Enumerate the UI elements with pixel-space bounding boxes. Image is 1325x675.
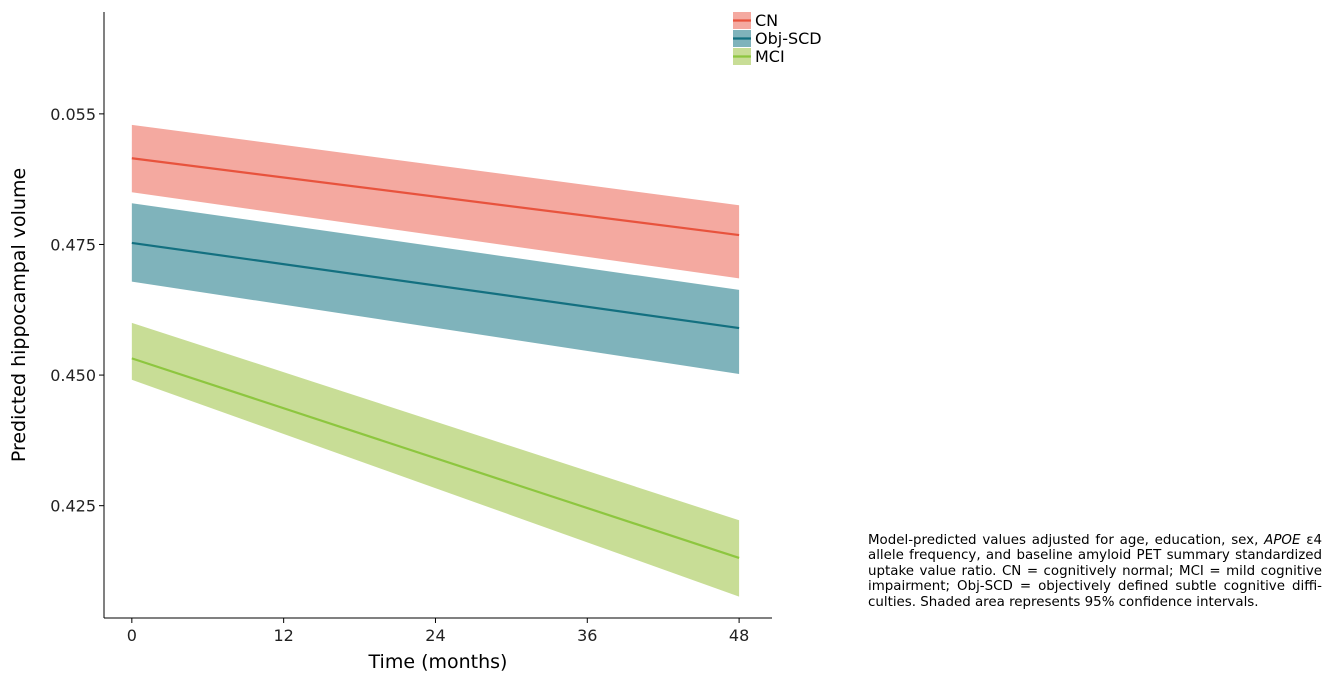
y-axis-ticks: 0.425 0.450 0.475 0.055 (50, 105, 104, 516)
series-line-mci (131, 357, 740, 559)
figure-caption: Model-predicted values adjusted for age,… (868, 533, 1322, 610)
y-tick-label: 0.475 (50, 235, 96, 254)
ci-band-mci (131, 322, 740, 597)
x-tick-label: 12 (273, 626, 293, 645)
series-line-cn (131, 157, 740, 237)
y-axis-title: Predicted hippocampal volume (8, 168, 30, 462)
ci-band-cn (131, 124, 740, 279)
y-tick-label: 0.055 (50, 105, 96, 124)
ci-band-obj-scd (131, 203, 740, 375)
legend-label-obj-scd: Obj-SCD (755, 29, 822, 48)
x-axis-title: Time (months) (368, 651, 508, 673)
caption-text-start: Model-predicted values adjusted for age,… (868, 533, 1265, 548)
legend-label-mci: MCI (755, 47, 785, 66)
x-tick-label: 24 (425, 626, 445, 645)
series-lines (131, 157, 740, 559)
x-tick-label: 36 (577, 626, 597, 645)
caption-gene-name: APOE (1264, 533, 1301, 548)
y-tick-label: 0.425 (50, 497, 96, 516)
caption-text-end: ε4 allele frequency, and baseline amyloi… (868, 533, 1322, 610)
legend-label-cn: CN (755, 11, 778, 30)
x-tick-label: 0 (127, 626, 137, 645)
confidence-bands (131, 124, 740, 597)
x-tick-label: 48 (729, 626, 749, 645)
series-line-obj-scd (131, 241, 740, 330)
x-axis-ticks: 0 12 24 36 48 (127, 618, 749, 645)
y-tick-label: 0.450 (50, 366, 96, 385)
